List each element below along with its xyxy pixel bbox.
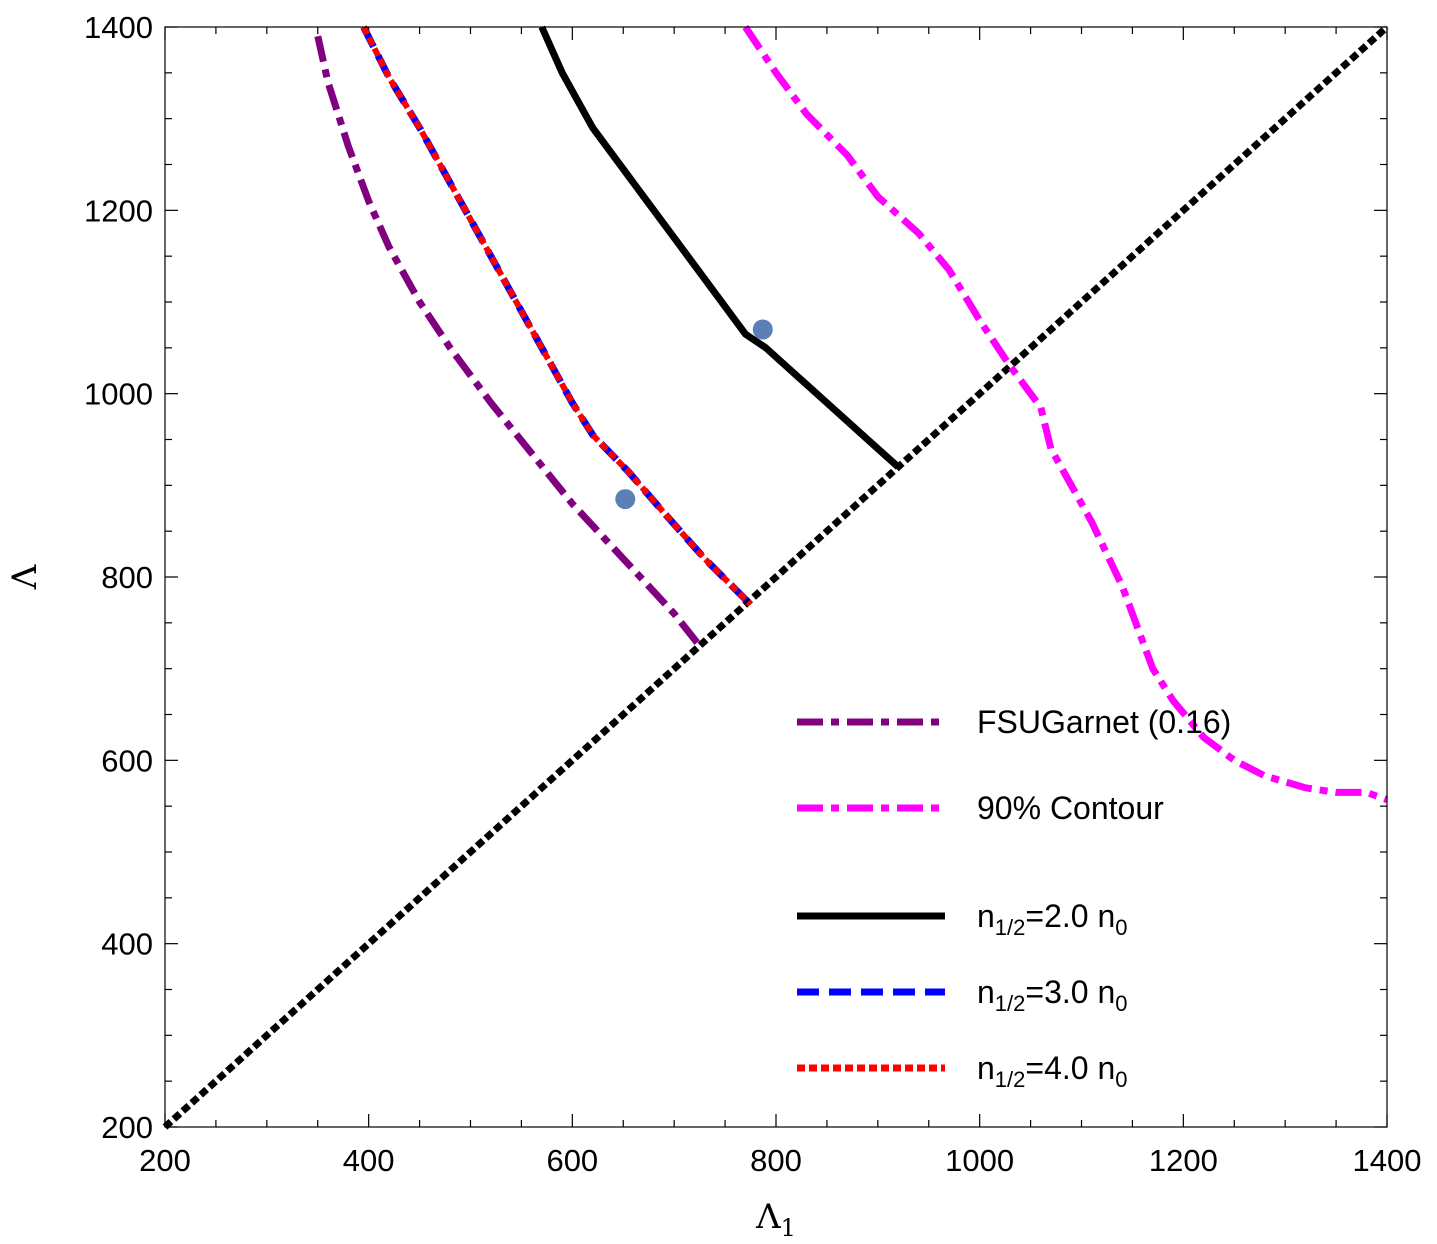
legend-label-fsugarnet: FSUGarnet (0.16) — [977, 704, 1231, 740]
x-tick-label: 800 — [750, 1143, 802, 1178]
tick-labels: 200 400 600 800 1000 1200 1400 200 400 600 800 1000… — [84, 10, 1421, 1178]
series-line-diagonal — [162, 24, 1390, 1130]
series-layer — [162, 24, 1390, 1130]
legend-label-n4: n1/2=4.0 n0 — [977, 1050, 1128, 1092]
y-tick-label: 600 — [101, 743, 153, 778]
y-tick-label: 200 — [101, 1110, 153, 1145]
series-line-fsugarnet — [314, 35, 703, 648]
y-tick-label: 1400 — [84, 10, 153, 45]
y-tick-label: 800 — [101, 560, 153, 595]
marker-point — [615, 489, 636, 510]
series-line-n2 — [538, 25, 901, 470]
x-axis-title: Λ1 — [755, 1197, 796, 1242]
y-tick-label: 1200 — [84, 193, 153, 228]
points-layer — [615, 319, 773, 510]
legend: FSUGarnet (0.16) 90% Contour n1/2=2.0 n0 n1… — [797, 704, 1231, 1092]
legend-label-n2: n1/2=2.0 n0 — [977, 898, 1128, 940]
legend-label-contour: 90% Contour — [977, 790, 1164, 826]
x-tick-label: 1200 — [1149, 1143, 1218, 1178]
plot-frame — [164, 26, 1388, 1128]
x-tick-label: 600 — [546, 1143, 598, 1178]
x-tick-label: 1400 — [1353, 1143, 1422, 1178]
y-tick-label: 1000 — [84, 377, 153, 412]
x-tick-label: 1000 — [945, 1143, 1014, 1178]
x-tick-label: 200 — [139, 1143, 191, 1178]
ticks — [164, 26, 1388, 1128]
series-line-contour — [742, 25, 1389, 804]
legend-label-n3: n1/2=3.0 n0 — [977, 974, 1128, 1016]
y-tick-label: 400 — [101, 927, 153, 962]
series-line-n4 — [360, 25, 753, 607]
marker-point — [752, 319, 773, 340]
x-tick-label: 400 — [343, 1143, 395, 1178]
y-axis-title: Λ — [5, 564, 45, 590]
